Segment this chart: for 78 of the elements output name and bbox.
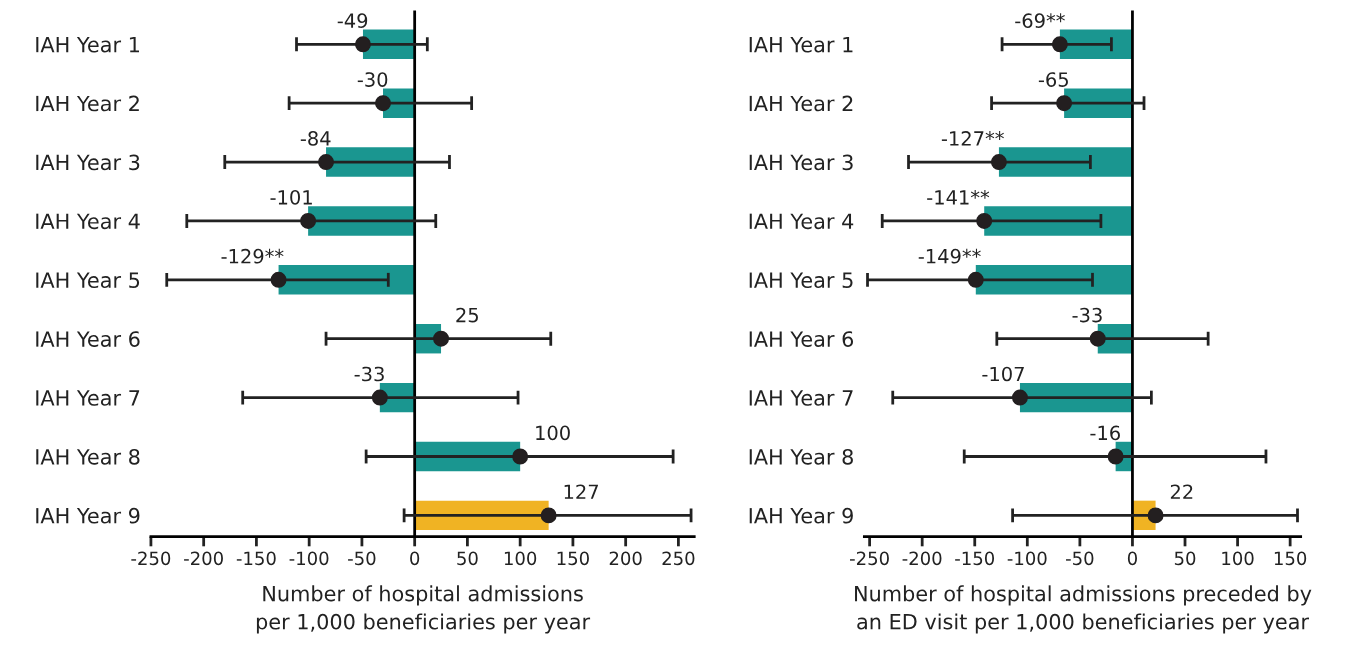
y-tick-label: IAH Year 7 (36, 390, 140, 406)
y-tick-label: IAH Year 8 (749, 448, 853, 465)
x-tick-label: -100 (289, 551, 329, 566)
x-tick-label: -150 (236, 551, 276, 566)
data-label: -16 (1090, 425, 1120, 441)
point (512, 448, 529, 465)
y-tick-label: IAH Year 5 (36, 272, 140, 289)
y-tick-label: IAH Year 9 (749, 507, 853, 524)
data-label: 100 (536, 425, 570, 441)
y-tick-label: IAH Year 2 (36, 95, 139, 112)
x-tick-label: 0 (1127, 551, 1137, 566)
x-tick-label: 0 (410, 551, 420, 566)
point (300, 212, 317, 229)
x-axis-title: Number of hospital admissions preceded by an ED visit per 1,000 beneficiaries per year (855, 585, 1312, 634)
point (967, 271, 984, 288)
data-label: 25 (456, 307, 478, 323)
data-label: -33 (1072, 307, 1102, 323)
y-tick-label: IAH Year 3 (36, 154, 140, 171)
x-tick-label: 200 (609, 551, 642, 566)
y-tick-label: IAH Year 9 (36, 507, 140, 524)
data-label: -30 (357, 72, 388, 87)
data-label: -129** (221, 248, 284, 264)
x-tick-label: 250 (662, 551, 695, 566)
x-tick-label: -50 (1066, 551, 1094, 566)
x-tick-label: -100 (1007, 551, 1047, 566)
data-label: -127** (941, 131, 1004, 146)
data-label: -69** (1015, 13, 1065, 28)
data-label: -141** (927, 189, 990, 205)
bar (326, 147, 415, 177)
point (540, 507, 557, 524)
point (375, 95, 391, 112)
y-tick-label: IAH Year 3 (749, 154, 853, 171)
data-label: 127 (564, 484, 598, 499)
point (1051, 36, 1068, 53)
point (433, 330, 450, 347)
x-tick-label: 100 (1222, 551, 1254, 566)
y-tick-label: IAH Year 6 (749, 331, 854, 347)
point (1089, 330, 1106, 347)
data-label: -101 (270, 189, 312, 205)
point (270, 271, 287, 288)
point (371, 389, 388, 406)
data-label: -65 (1038, 72, 1068, 87)
data-label: 22 (1170, 484, 1193, 499)
y-tick-label: IAH Year 2 (749, 95, 853, 112)
y-tick-label: IAH Year 7 (749, 390, 853, 406)
point (318, 154, 335, 171)
y-tick-label: IAH Year 6 (36, 331, 140, 347)
x-tick-label: -150 (955, 551, 995, 566)
point (354, 36, 371, 53)
y-tick-label: IAH Year 4 (749, 213, 854, 230)
x-axis-title: Number of hospital admissions per 1,000 beneficiaries per year (256, 585, 591, 634)
y-tick-label: IAH Year 1 (749, 37, 853, 53)
x-tick-label: -250 (131, 551, 171, 566)
x-tick-label: -200 (902, 551, 942, 566)
point (1011, 389, 1028, 406)
data-label: -49 (337, 13, 368, 28)
point (1147, 507, 1164, 524)
x-tick-label: 50 (457, 551, 478, 566)
bar (308, 206, 415, 236)
data-label: -149** (918, 248, 981, 264)
point (1107, 448, 1124, 465)
data-label: -33 (354, 366, 384, 382)
point (990, 154, 1007, 171)
x-tick-label: -250 (850, 551, 889, 566)
y-tick-label: IAH Year 1 (36, 37, 139, 53)
x-tick-label: 50 (1174, 551, 1196, 566)
y-tick-label: IAH Year 4 (36, 213, 140, 230)
x-tick-label: 150 (1274, 551, 1307, 566)
data-label: -84 (300, 131, 331, 146)
data-label: -107 (982, 366, 1024, 382)
x-tick-label: -50 (348, 551, 376, 566)
y-tick-label: IAH Year 5 (749, 272, 853, 289)
y-tick-label: IAH Year 8 (36, 448, 140, 465)
x-tick-label: 100 (504, 551, 537, 566)
point (1056, 95, 1073, 112)
point (976, 212, 993, 229)
x-tick-label: -200 (184, 551, 223, 566)
x-tick-label: 150 (557, 551, 589, 566)
